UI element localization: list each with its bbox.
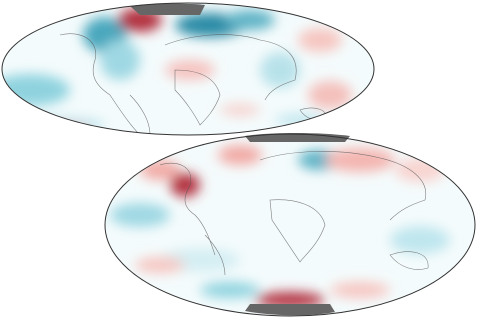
globe-outline <box>104 133 476 317</box>
polar-cap <box>130 3 205 15</box>
map-top <box>1 2 375 136</box>
anomaly-field <box>110 145 450 308</box>
map-bottom <box>104 133 476 317</box>
globe-outline <box>1 2 375 136</box>
polar-cap <box>245 304 335 316</box>
